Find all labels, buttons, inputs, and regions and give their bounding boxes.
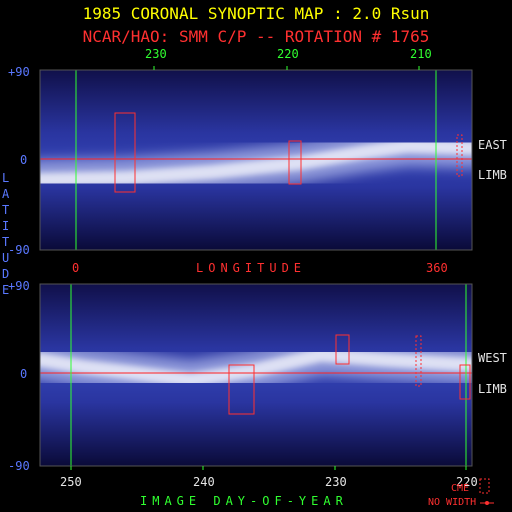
day-of-year-axis-label: IMAGE DAY-OF-YEAR xyxy=(140,494,348,508)
bottom-streamer-belt-core xyxy=(40,347,472,388)
top-map-frame xyxy=(39,69,473,251)
bottom-lat-tick-m90: -90 xyxy=(8,459,30,473)
top-streamer-belt-core xyxy=(40,138,472,187)
day-tick-230: 230 xyxy=(325,475,347,489)
top-cme-box-2 xyxy=(288,140,302,185)
day-tick-250: 250 xyxy=(60,475,82,489)
bottom-cme-box-1 xyxy=(228,364,255,415)
longitude-axis-label: LONGITUDE xyxy=(196,261,307,275)
top-tick-label-2: 220 xyxy=(277,47,299,61)
longitude-tick-0: 0 xyxy=(72,261,80,275)
legend-symbols xyxy=(479,478,494,505)
cme-legend-label: CME xyxy=(451,483,470,494)
no-width-legend-dot xyxy=(485,501,489,505)
east-limb-label: LIMB xyxy=(478,168,507,182)
no-width-legend-label: NO WIDTH xyxy=(428,497,477,508)
top-lat-tick-m90: -90 xyxy=(8,243,30,257)
top-lat-tick-90: +90 xyxy=(8,65,30,79)
map-subtitle: NCAR/HAO: SMM C/P -- ROTATION # 1765 xyxy=(82,27,430,46)
map-title: 1985 CORONAL SYNOPTIC MAP : 2.0 Rsun xyxy=(82,4,430,23)
day-tick-240: 240 xyxy=(193,475,215,489)
tick-marks xyxy=(70,66,467,470)
bottom-map-frame xyxy=(39,283,473,467)
top-cme-box-1 xyxy=(114,112,136,193)
cme-legend-box xyxy=(479,478,490,494)
bottom-lat-tick-90: +90 xyxy=(8,279,30,293)
west-limb-label: LIMB xyxy=(478,382,507,396)
east-label: EAST xyxy=(478,138,507,152)
top-tick-label-1: 230 xyxy=(145,47,167,61)
top-cme-box-3 xyxy=(456,134,463,177)
top-map-panel xyxy=(39,69,473,251)
top-lat-tick-0: 0 xyxy=(20,153,28,167)
bottom-cme-box-2 xyxy=(335,334,350,365)
top-tick-label-3: 210 xyxy=(410,47,432,61)
bottom-map-panel xyxy=(39,283,473,467)
latitude-axis-label: L A T I T U D E xyxy=(2,171,10,297)
longitude-tick-360: 360 xyxy=(426,261,448,275)
bottom-cme-box-4 xyxy=(459,364,471,400)
day-tick-220: 220 xyxy=(456,475,478,489)
west-label: WEST xyxy=(478,351,507,365)
bottom-lat-tick-0: 0 xyxy=(20,367,28,381)
bottom-cme-box-3 xyxy=(415,335,422,387)
